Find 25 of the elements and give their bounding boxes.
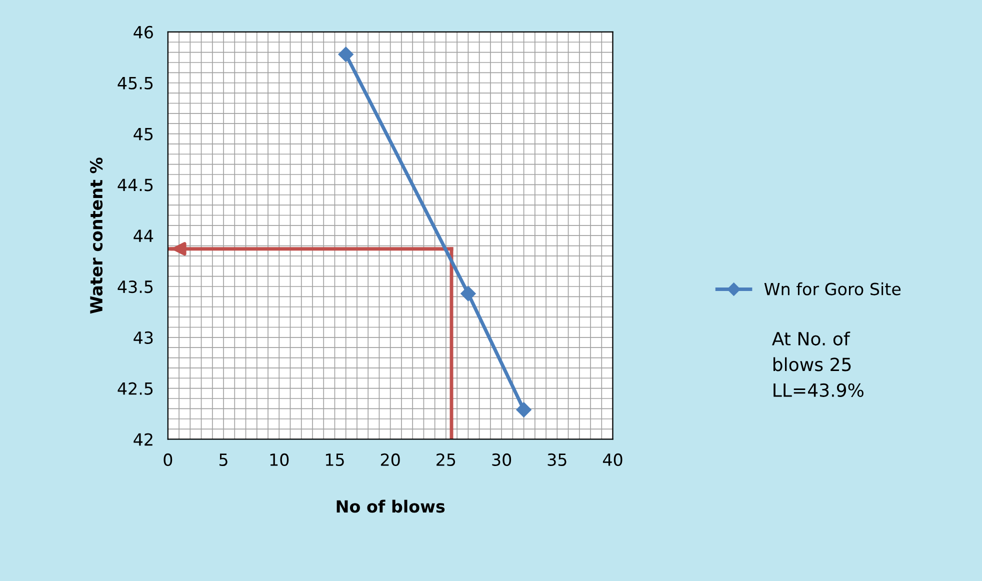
y-axis-title: Water content % [90,158,103,314]
x-tick-label: 15 [326,454,344,466]
point [516,402,532,418]
x-tick-label: 30 [492,453,512,466]
x-tick-label: 25 [436,453,456,466]
x-tick-label: 5 [220,454,228,466]
y-tick-label: 43.5 [118,280,153,294]
text: At No. of blows 25 LL=43.9% [772,332,864,397]
y-tick-label: 45.5 [118,77,153,90]
x-axis-title: No of blows [336,500,445,513]
y-tick-label: 42 [134,433,152,446]
x-tick-label: 35 [548,453,566,466]
x-tick-label: 0 [164,453,172,466]
y-tick-label: 45 [134,128,153,140]
point [338,46,354,62]
x-tick-label: 10 [270,453,289,466]
y-tick-label: 43 [134,331,153,344]
legend-label: Wn for Goro Site [764,282,901,296]
y-tick-label: 46 [134,26,153,39]
x-tick-label: 20 [380,453,400,466]
x-tick-label: 40 [602,453,622,466]
point [460,286,476,302]
y-tick-label: 44.5 [118,178,153,192]
y-tick-label: 44 [134,230,154,242]
y-tick-label: 42.5 [118,382,153,395]
